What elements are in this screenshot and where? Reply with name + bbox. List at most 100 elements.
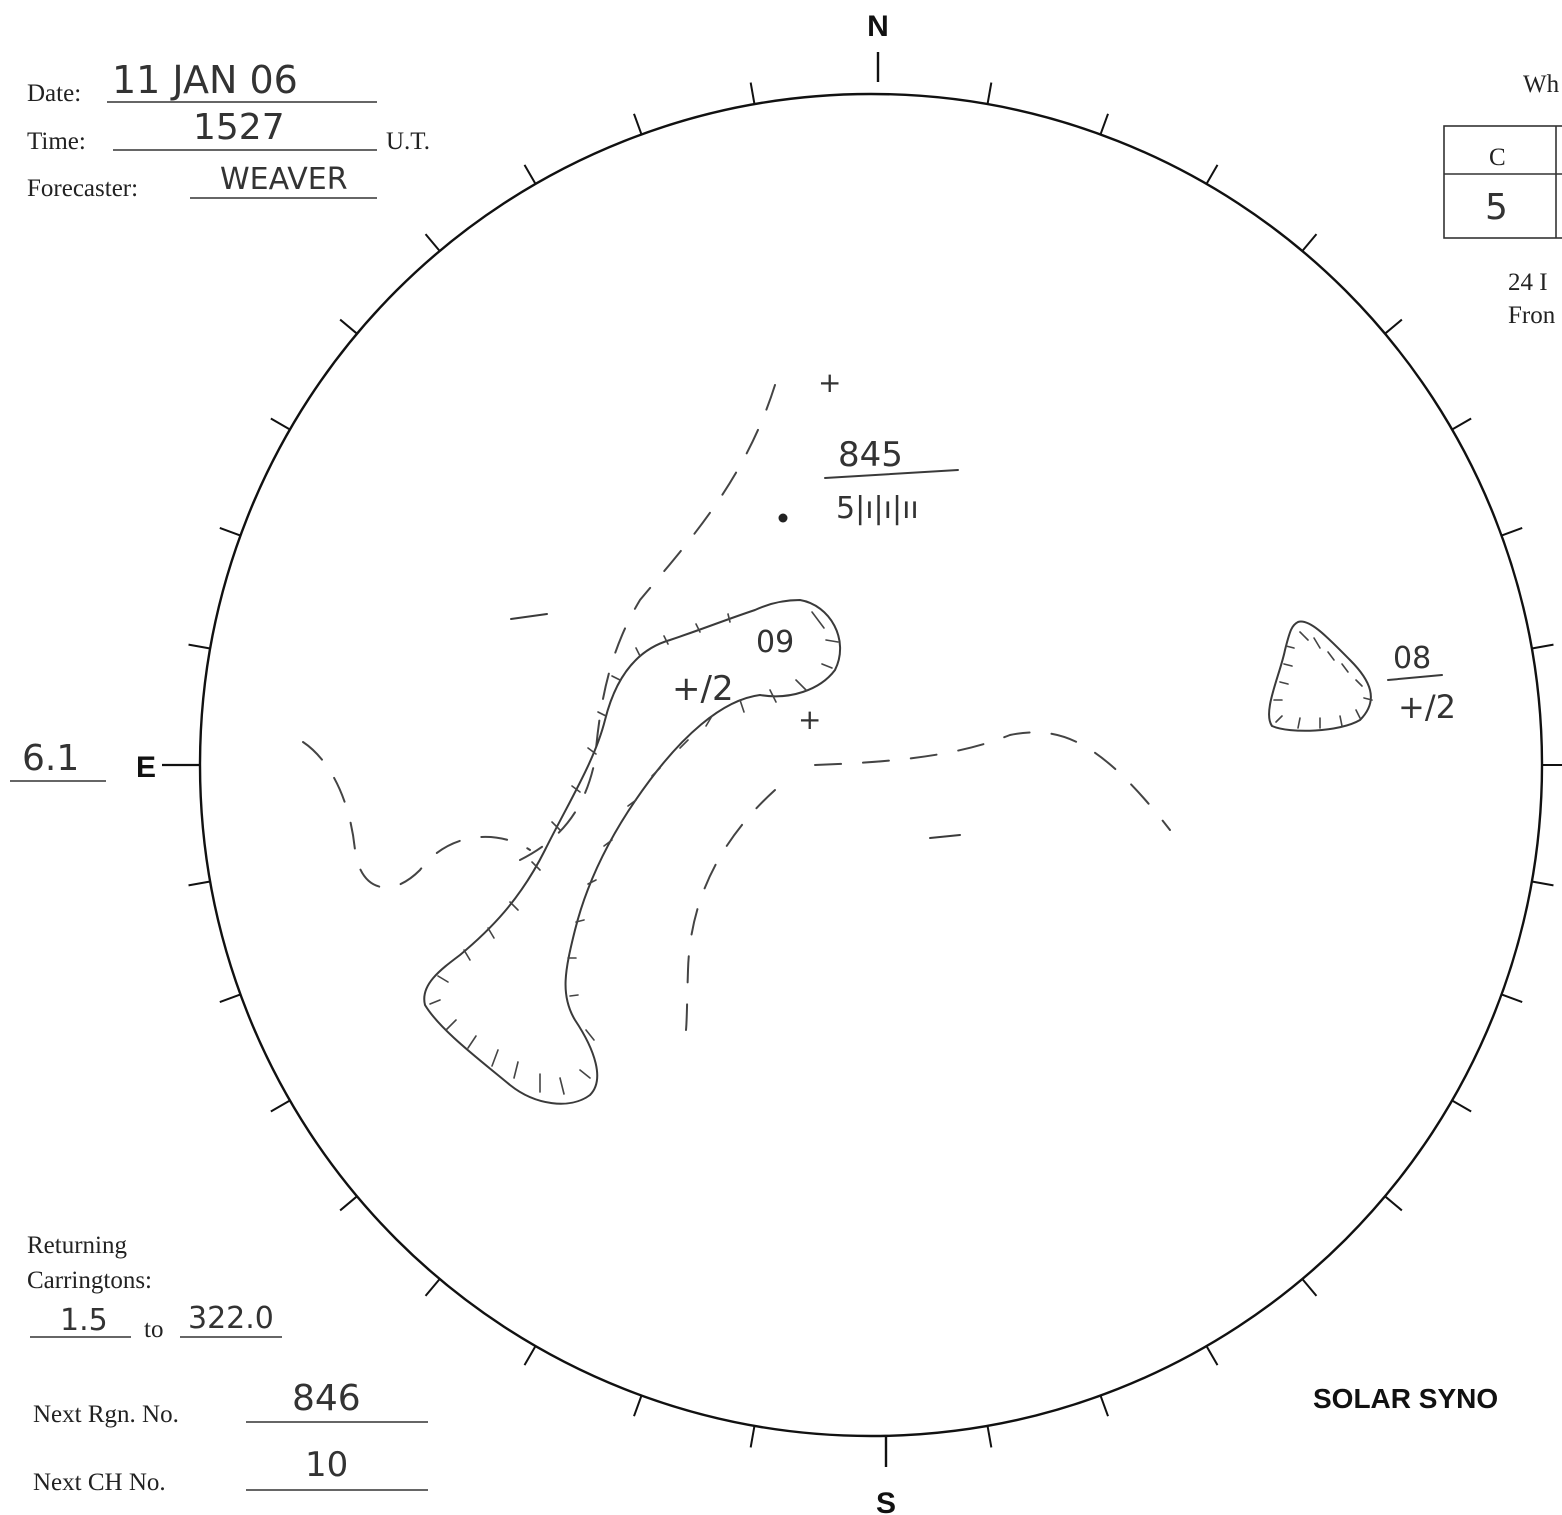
- carrington-to: 322.0: [188, 1301, 274, 1336]
- hatch-stroke: [611, 675, 621, 681]
- hatch-stroke: [463, 949, 471, 961]
- hatch-stroke: [627, 799, 637, 807]
- limb-tick: [1531, 643, 1554, 650]
- hatch-stroke: [1313, 637, 1321, 649]
- hatch-stroke: [825, 639, 839, 643]
- limb-tick: [270, 417, 291, 431]
- hatch-stroke: [1299, 631, 1309, 641]
- panel-note-line-2: Fron: [1508, 302, 1556, 329]
- limb-tick: [219, 993, 241, 1003]
- hatch-stroke: [1341, 663, 1349, 673]
- limb-tick: [424, 1278, 441, 1297]
- hatch-stroke: [437, 975, 449, 983]
- coronal-hole-08-hatching: [1273, 631, 1373, 729]
- hatch-stroke: [1363, 697, 1373, 701]
- hatch-stroke: [821, 663, 833, 669]
- hatch-stroke: [597, 711, 607, 717]
- hatch-stroke: [587, 747, 597, 755]
- hole-two-number: 08: [1393, 641, 1431, 676]
- dash-mark-2: [929, 834, 961, 839]
- region-fraction-bar: [824, 469, 959, 479]
- limb-tick: [1501, 993, 1523, 1003]
- limb-tick: [523, 164, 537, 185]
- to-label: to: [144, 1316, 163, 1343]
- date-value: 11 JAN 06: [112, 58, 298, 102]
- hole-two-fraction-bar: [1387, 674, 1443, 681]
- limb-tick: [188, 880, 211, 887]
- hatch-stroke: [1327, 651, 1335, 661]
- hatch-stroke: [509, 901, 519, 911]
- hatch-stroke: [571, 785, 581, 793]
- solar-disk: N S E 6.1: [10, 10, 1562, 1515]
- plus-sign-center: +: [798, 703, 821, 736]
- forecaster-value: WEAVER: [220, 162, 348, 197]
- panel-table: [1443, 125, 1562, 239]
- forecaster-label: Forecaster:: [27, 175, 138, 202]
- limb-tick: [1205, 164, 1219, 185]
- returning-label-1: Returning: [27, 1232, 127, 1259]
- hatch-stroke: [587, 879, 597, 885]
- time-unit: U.T.: [386, 128, 430, 155]
- time-label: Time:: [27, 128, 86, 155]
- hole-one-number: 09: [756, 625, 794, 660]
- dashed-boundary-south: [685, 789, 776, 1031]
- limb-tick: [986, 1425, 993, 1448]
- region-spot: [778, 513, 788, 523]
- limb-tick: [523, 1345, 537, 1366]
- limb-tick: [1531, 880, 1554, 887]
- limb-tick: [1301, 1278, 1318, 1297]
- hatch-stroke: [1355, 709, 1361, 719]
- hatch-stroke: [531, 861, 541, 871]
- hatch-stroke: [575, 919, 585, 923]
- header-block: Date: 11 JAN 06 Time: 1527 U.T. Forecast…: [27, 58, 430, 202]
- hatch-stroke: [491, 1049, 499, 1067]
- limb-tick: [749, 1425, 756, 1448]
- hatch-stroke: [679, 739, 689, 749]
- panel-table-header: C: [1489, 144, 1506, 171]
- hatch-stroke: [1339, 715, 1343, 727]
- date-label: Date:: [27, 80, 81, 107]
- limb-tick: [1384, 1195, 1403, 1212]
- hatch-stroke: [579, 1069, 591, 1079]
- hatch-stroke: [727, 613, 731, 623]
- plus-sign-north: +: [818, 366, 841, 399]
- hatch-stroke: [1279, 681, 1289, 685]
- footer-block: Returning Carringtons: 1.5 to 322.0 Next…: [27, 1232, 1498, 1496]
- limb-tick: [1099, 1395, 1109, 1417]
- hatch-stroke: [651, 767, 661, 777]
- coronal-hole-09-hatching: [429, 611, 839, 1095]
- next-ch-label: Next CH No.: [33, 1469, 166, 1496]
- panel-note-line-1: 24 I: [1508, 269, 1548, 296]
- hatch-stroke: [1355, 679, 1363, 687]
- next-region-value: 846: [292, 1378, 361, 1419]
- next-ch-value: 10: [305, 1445, 348, 1485]
- time-value: 1527: [193, 107, 285, 148]
- hatch-stroke: [769, 689, 777, 703]
- hatch-stroke: [695, 623, 701, 633]
- hatch-stroke: [1283, 663, 1293, 667]
- dashed-boundary-east: [302, 741, 531, 889]
- dashed-boundary-north: [519, 384, 776, 861]
- limb-tick: [219, 527, 241, 537]
- hatch-stroke: [795, 679, 807, 691]
- disk-limb: [198, 92, 1544, 1438]
- panel-table-value: 5: [1485, 187, 1508, 228]
- hatch-stroke: [603, 839, 613, 847]
- hatch-stroke: [705, 715, 713, 727]
- hatch-stroke: [569, 994, 579, 997]
- hatch-stroke: [559, 1077, 565, 1095]
- panel-partial-header: Wh: [1523, 71, 1560, 98]
- hatch-stroke: [585, 1029, 595, 1041]
- dashed-boundary-central: [814, 731, 1171, 831]
- limb-tick-marks: [188, 52, 1562, 1467]
- limb-tick: [1451, 417, 1472, 431]
- limb-tick: [270, 1099, 291, 1113]
- carrington-from: 1.5: [60, 1303, 108, 1338]
- hatch-stroke: [445, 1019, 457, 1031]
- hatch-stroke: [663, 635, 669, 645]
- hole-one-polarity: +/2: [672, 669, 734, 709]
- limb-tick: [1384, 318, 1403, 335]
- limb-tick: [1099, 113, 1109, 135]
